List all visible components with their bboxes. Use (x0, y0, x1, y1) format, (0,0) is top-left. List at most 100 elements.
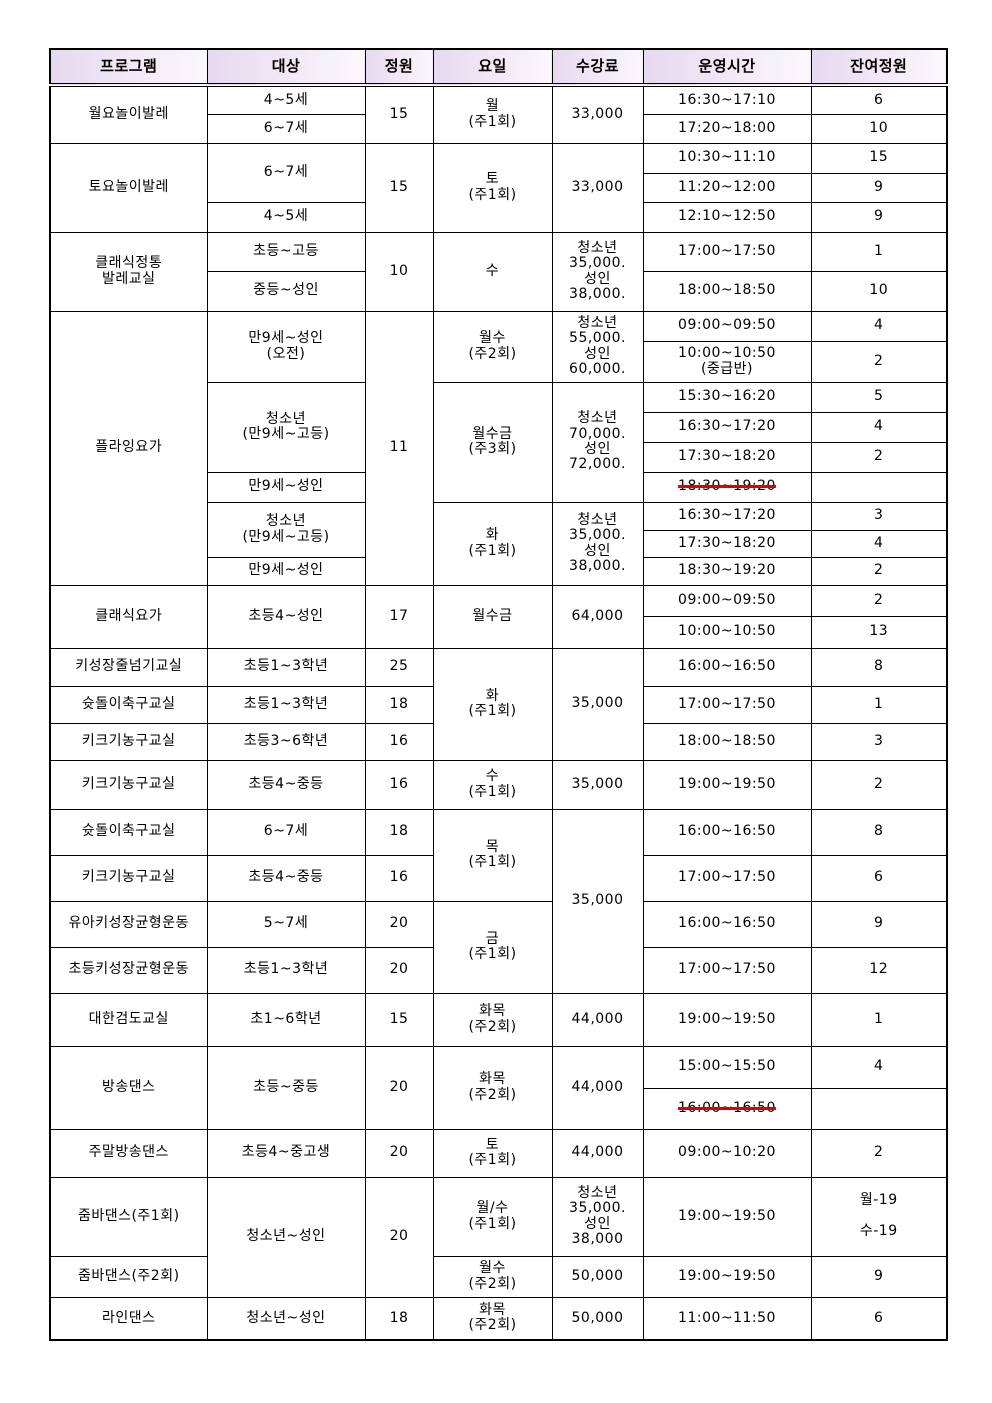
capacity: 17 (364, 584, 434, 649)
capacity: 18 (364, 1296, 434, 1341)
time: 17:00~17:50 (642, 231, 812, 272)
target: 청소년 (만9세~고등) (206, 501, 366, 558)
remaining: 12 (810, 946, 948, 994)
program-name: 슛돌이축구교실 (49, 808, 208, 856)
day: 월수금 (432, 584, 553, 649)
time: 11:00~11:50 (642, 1296, 812, 1341)
time: 12:10~12:50 (642, 201, 812, 233)
capacity: 20 (364, 946, 434, 994)
time: 17:20~18:00 (642, 113, 812, 144)
capacity: 18 (364, 685, 434, 724)
table-row: 플라잉요가 만9세~성인 (오전) 11 월수 (주2회) 청소년 55,000… (49, 310, 948, 586)
time: 10:00~10:50 (642, 615, 812, 649)
fee: 청소년 35,000. 성인 38,000. (551, 231, 644, 312)
time: 19:00~19:50 (642, 1176, 812, 1257)
table-row: 10:00~10:50 13 (50, 615, 948, 649)
time: 19:00~19:50 (642, 1255, 812, 1298)
time: 19:00~19:50 (642, 759, 812, 810)
target: 만9세~성인 (오전) (206, 310, 366, 383)
program-name: 줌바댄스(주1회) (49, 1176, 208, 1257)
remaining: 4 (810, 411, 948, 443)
day: 월수 (주2회) (432, 310, 553, 383)
remaining: 4 (810, 310, 948, 342)
capacity: 16 (364, 759, 434, 810)
fee: 44,000 (551, 1128, 644, 1178)
table-row: 11:20~12:00 9 (50, 172, 948, 203)
target: 초등3~6학년 (206, 722, 366, 761)
time: 16:00~16:50 (642, 900, 812, 948)
target: 초등4~성인 (206, 584, 366, 649)
day: 금 (주1회) (432, 900, 553, 994)
capacity: 16 (364, 722, 434, 761)
program-name: 줌바댄스(주2회) (49, 1255, 208, 1298)
table-row: 주말방송댄스 초등4~중고생 20 토 (주1회) 44,000 09:00~1… (49, 1128, 948, 1178)
time: 17:00~17:50 (642, 685, 812, 724)
time: 11:20~12:00 (642, 172, 812, 203)
remaining: 9 (810, 172, 948, 203)
program-name: 주말방송댄스 (49, 1128, 208, 1178)
day: 화 (주1회) (432, 647, 553, 761)
fee: 청소년 70,000. 성인 72,000. (551, 381, 644, 503)
remaining: 2 (810, 1128, 948, 1178)
capacity: 20 (364, 1176, 434, 1298)
table-row: 월요놀이발레 4~5세 15 월 (주1회) 33,000 16:30~17:1… (49, 84, 948, 144)
day: 월/수 (주1회) (432, 1176, 553, 1257)
fee: 35,000 (551, 808, 644, 994)
fee: 44,000 (551, 992, 644, 1047)
capacity: 15 (364, 992, 434, 1047)
remaining: 4 (810, 1045, 948, 1089)
fee: 64,000 (551, 584, 644, 649)
time: 16:00~16:50 (642, 647, 812, 687)
capacity: 15 (364, 84, 434, 144)
target: 중등~성인 (206, 270, 366, 312)
header-time: 운영시간 (642, 48, 812, 87)
time: 16:00~16:50 (642, 808, 812, 856)
time: 16:30~17:10 (642, 84, 812, 115)
program-name: 키크기농구교실 (49, 759, 208, 810)
capacity: 20 (364, 1045, 434, 1130)
table-row: 슛돌이축구교실 6~7세 18 목 (주1회) 35,000 16:00~16:… (49, 808, 948, 994)
program-name: 슛돌이축구교실 (49, 685, 208, 724)
header-day: 요일 (432, 48, 553, 87)
program-name: 플라잉요가 (49, 310, 208, 586)
time: 17:30~18:20 (642, 529, 812, 558)
target: 5~7세 (206, 900, 366, 948)
table-row: 토요놀이발레 6~7세 15 토 (주1회) 33,000 10:30~11:1… (49, 142, 948, 233)
time: 15:00~15:50 (642, 1045, 812, 1089)
header-program: 프로그램 (49, 48, 208, 87)
target: 청소년 (만9세~고등) (206, 381, 366, 473)
fee: 33,000 (551, 142, 644, 233)
remaining: 3 (810, 722, 948, 761)
remaining (810, 1087, 948, 1130)
table-row: 라인댄스 청소년~성인 18 화목 (주2회) 50,000 11:00~11:… (49, 1296, 948, 1341)
program-name: 키크기농구교실 (49, 854, 208, 902)
table-row: 17:30~18:20 2 (50, 441, 948, 473)
remaining: 5 (810, 381, 948, 413)
remaining (810, 471, 948, 503)
time: 18:00~18:50 (642, 722, 812, 761)
time: 09:00~10:20 (642, 1128, 812, 1178)
table-row: 17:30~18:20 4 (50, 529, 948, 558)
day: 목 (주1회) (432, 808, 553, 902)
table-row: 16:00~16:50 (50, 1087, 948, 1130)
fee: 청소년 35,000. 성인 38,000. (551, 501, 644, 586)
day: 토 (주1회) (432, 142, 553, 233)
target: 만9세~성인 (206, 556, 366, 586)
target: 6~7세 (206, 113, 366, 144)
time: 09:00~09:50 (642, 584, 812, 617)
table-row: 슛돌이축구교실 초등1~3학년 18 17:00~17:50 1 (49, 685, 948, 724)
program-name: 토요놀이발레 (49, 142, 208, 233)
remaining: 10 (810, 270, 948, 312)
day: 화 (주1회) (432, 501, 553, 586)
fee: 35,000 (551, 759, 644, 810)
remaining: 2 (810, 441, 948, 473)
table-row: 6~7세 17:20~18:00 10 (50, 113, 948, 144)
target: 초등1~3학년 (206, 685, 366, 724)
time: 16:30~17:20 (642, 411, 812, 443)
time: 18:30~19:20 (642, 556, 812, 586)
remaining: 2 (810, 340, 948, 383)
remaining: 9 (810, 900, 948, 948)
target: 청소년~성인 (206, 1296, 366, 1341)
table-row: 방송댄스 초등~중등 20 화목 (주2회) 44,000 15:00~15:5… (49, 1045, 948, 1130)
program-name: 초등키성장균형운동 (49, 946, 208, 994)
